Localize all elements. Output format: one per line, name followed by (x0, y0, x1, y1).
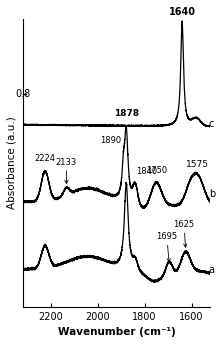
Text: 1625: 1625 (173, 220, 194, 247)
Text: 1840: 1840 (136, 167, 157, 176)
Text: 1695: 1695 (156, 232, 177, 262)
Text: a: a (209, 265, 215, 275)
X-axis label: Wavenumber (cm⁻¹): Wavenumber (cm⁻¹) (57, 327, 175, 337)
Text: 1575: 1575 (186, 160, 209, 169)
Text: c: c (209, 119, 214, 129)
Text: b: b (209, 189, 215, 199)
Text: 2133: 2133 (56, 158, 77, 183)
Text: 1640: 1640 (169, 7, 196, 17)
Text: 0.8: 0.8 (16, 89, 31, 99)
Text: 1890: 1890 (100, 136, 122, 145)
Y-axis label: Absorbance (a.u.): Absorbance (a.u.) (7, 117, 17, 209)
Text: 2224: 2224 (35, 154, 56, 163)
Text: 1878: 1878 (114, 109, 140, 118)
Text: 1750: 1750 (146, 166, 167, 175)
